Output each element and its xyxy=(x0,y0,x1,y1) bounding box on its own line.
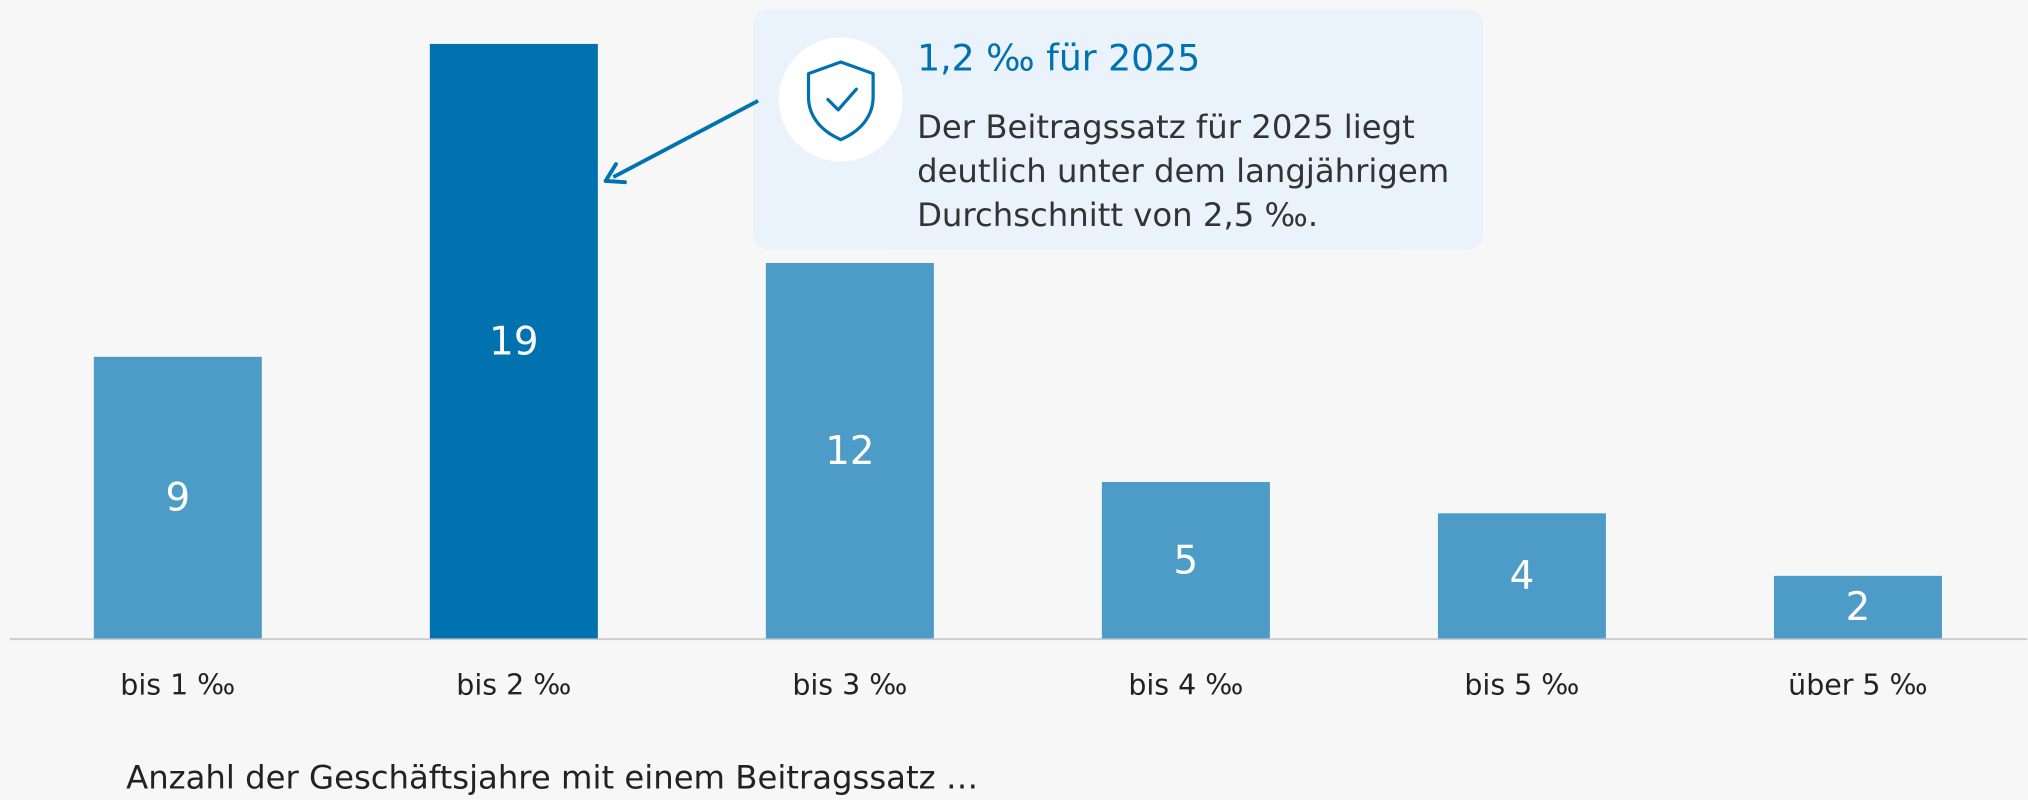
data-label: 5 xyxy=(1174,538,1199,583)
x-tick-label: bis 4 ‰ xyxy=(1128,668,1243,701)
x-tick-label: bis 2 ‰ xyxy=(456,668,571,701)
callout-title: 1,2 ‰ für 2025 xyxy=(917,37,1200,80)
x-tick-label: bis 3 ‰ xyxy=(792,668,907,701)
icon-circle xyxy=(778,37,903,162)
callout-box xyxy=(752,9,1484,250)
x-tick-label: über 5 ‰ xyxy=(1788,668,1928,701)
callout-text: Durchschnitt von 2,5 ‰. xyxy=(917,196,1318,234)
bar xyxy=(1101,481,1270,639)
arrow-head xyxy=(603,162,627,185)
callout-arrow xyxy=(612,99,760,179)
x-tick-label: bis 1 ‰ xyxy=(120,668,235,701)
data-label: 19 xyxy=(489,319,538,364)
bar xyxy=(765,262,934,639)
callout-text: deutlich unter dem langjährigem xyxy=(917,152,1449,190)
data-label: 2 xyxy=(1846,585,1871,630)
bar xyxy=(1437,513,1606,639)
bar xyxy=(93,356,262,639)
caption: Anzahl der Geschäftsjahre mit einem Beit… xyxy=(126,758,978,796)
data-label: 12 xyxy=(825,429,874,474)
bar xyxy=(1773,575,1942,639)
callout-text: Der Beitragssatz für 2025 liegt xyxy=(917,108,1415,146)
data-label: 9 xyxy=(165,476,190,521)
data-label: 4 xyxy=(1510,554,1535,599)
check-icon xyxy=(826,87,858,112)
shield-icon xyxy=(806,60,875,142)
x-tick-label: bis 5 ‰ xyxy=(1464,668,1579,701)
bar xyxy=(429,43,598,639)
